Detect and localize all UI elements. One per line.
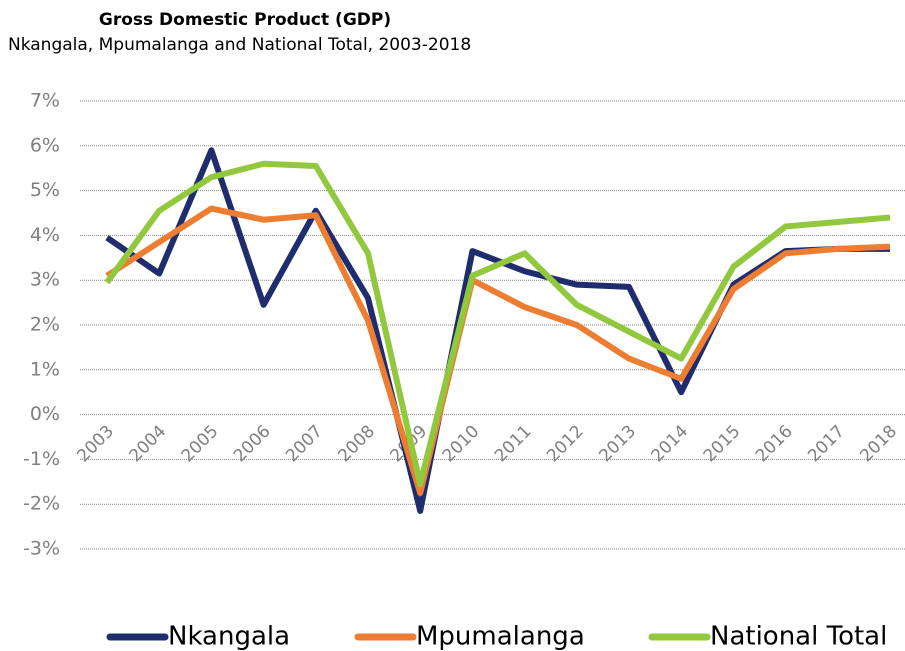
x-tick-label: 2012: [543, 422, 588, 467]
y-tick-label: 0%: [30, 403, 60, 425]
y-tick-label: 2%: [30, 314, 60, 336]
y-tick-label: 1%: [30, 358, 60, 380]
y-tick-label: 4%: [30, 224, 60, 246]
chart-title: Gross Domestic Product (GDP): [99, 10, 391, 30]
y-tick-label: 6%: [30, 134, 60, 156]
series-line: [105, 205, 891, 496]
x-tick-label: 2014: [648, 422, 693, 467]
legend-label: Mpumalanga: [416, 622, 585, 651]
y-tick-label: -3%: [23, 538, 60, 560]
legend-label: National Total: [710, 622, 887, 651]
y-tick-label: -2%: [23, 493, 60, 515]
series-line: [104, 160, 891, 488]
y-tick-label: 7%: [30, 90, 60, 112]
x-tick-label: 2013: [595, 422, 640, 467]
chart-subtitle: Nkangala, Mpumalanga and National Total,…: [8, 35, 471, 55]
x-tick-label: 2004: [126, 422, 171, 467]
legend-label: Nkangala: [168, 622, 290, 651]
x-tick-label: 2003: [73, 422, 118, 467]
y-tick-label: 3%: [30, 269, 60, 291]
y-tick-label: 5%: [30, 179, 60, 201]
y-tick-label: -1%: [23, 448, 60, 470]
